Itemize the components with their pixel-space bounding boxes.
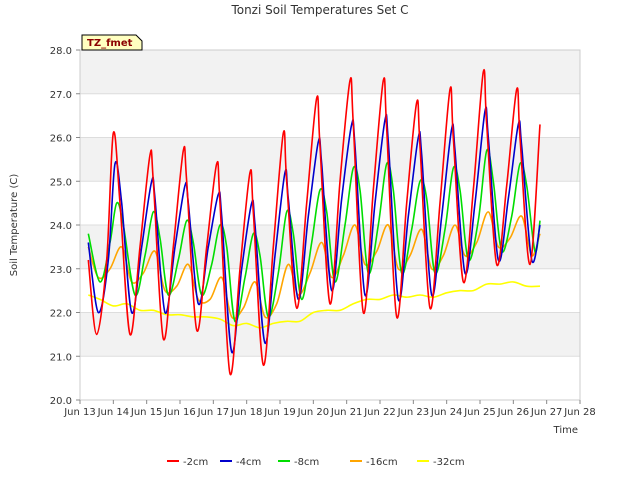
plot-band (80, 50, 580, 94)
y-tick-label: 24.0 (50, 221, 72, 232)
y-tick-label: 20.0 (50, 396, 72, 407)
x-tick-label: Jun 20 (297, 407, 330, 418)
x-axis-ticks: Jun 13 Jun 14 Jun 15 Jun 16 Jun 17 Jun 18 Jun … (63, 400, 596, 418)
tag-label: TZ_fmet (87, 38, 133, 49)
plot-band (80, 312, 580, 357)
y-tick-label: 28.0 (50, 46, 72, 57)
legend: -2cm -4cm -8cm -16cm -32cm (167, 457, 465, 468)
series-line-minus-32cm (88, 281, 541, 329)
x-tick-label: Jun 15 (130, 407, 163, 418)
x-tick-label: Jun 19 (263, 407, 296, 418)
y-axis-ticks: 20.0 21.0 22.0 23.0 24.0 25.0 26.0 27.0 28.0 (50, 46, 80, 407)
series-line-minus-16cm (87, 211, 541, 320)
y-tick-label: 23.0 (50, 265, 72, 276)
x-tick-label: Jun 17 (197, 407, 230, 418)
legend-label: -16cm (366, 457, 398, 468)
x-tick-label: Jun 21 (330, 407, 363, 418)
x-tick-label: Jun 18 (230, 407, 263, 418)
plot-band (80, 137, 580, 182)
tag-background (81, 34, 143, 51)
x-tick-label: Jun 22 (363, 407, 396, 418)
y-axis-label: Soil Temperature (C) (9, 174, 20, 277)
x-tick-label: Jun 16 (163, 407, 196, 418)
x-tick-label: Jun 28 (563, 407, 596, 418)
legend-label: -2cm (183, 457, 208, 468)
series-layer (87, 68, 541, 376)
y-tick-label: 22.0 (50, 309, 72, 320)
x-tick-label: Jun 25 (463, 407, 496, 418)
tz-fmet-tag: TZ_fmet (81, 34, 143, 51)
y-tick-label: 21.0 (50, 352, 72, 363)
legend-label: -8cm (294, 457, 319, 468)
legend-label: -4cm (236, 457, 261, 468)
y-tick-label: 25.0 (50, 177, 72, 188)
x-tick-label: Jun 27 (530, 407, 563, 418)
x-tick-label: Jun 26 (497, 407, 530, 418)
legend-label: -32cm (433, 457, 465, 468)
x-tick-label: Jun 14 (97, 407, 130, 418)
y-tick-label: 26.0 (50, 134, 72, 145)
series-line-minus-2cm (87, 68, 541, 376)
chart-title: Tonzi Soil Temperatures Set C (230, 3, 408, 17)
x-tick-label: Jun 13 (63, 407, 96, 418)
x-tick-label: Jun 24 (430, 407, 463, 418)
y-tick-label: 27.0 (50, 90, 72, 101)
x-tick-label: Jun 23 (397, 407, 430, 418)
x-axis-label: Time (553, 425, 578, 436)
